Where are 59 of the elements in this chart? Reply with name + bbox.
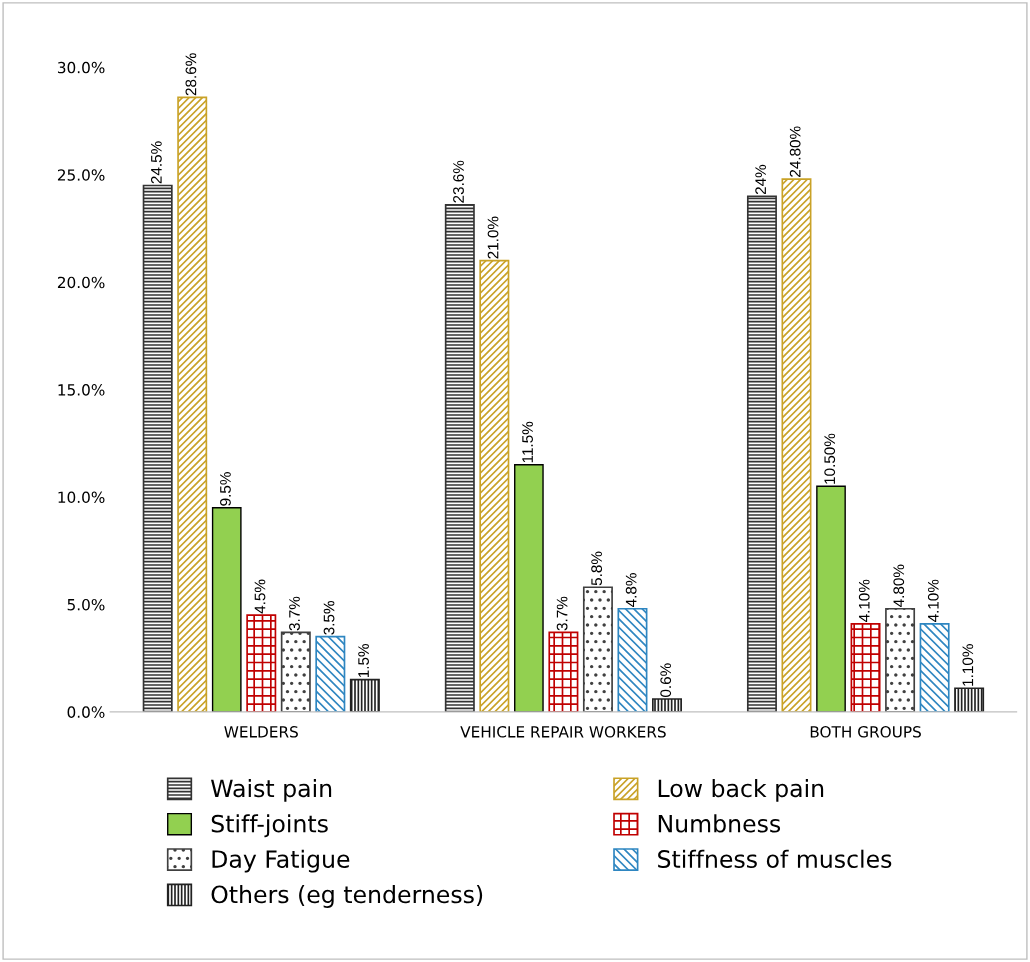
bar bbox=[850, 622, 881, 712]
data-label: 3.7% bbox=[556, 596, 568, 631]
data-label: 4.10% bbox=[927, 579, 939, 623]
x-tick-label: BOTH GROUPS bbox=[810, 726, 921, 738]
bar bbox=[514, 464, 544, 712]
bar bbox=[954, 687, 985, 712]
data-label: 10.50% bbox=[824, 433, 836, 484]
bar bbox=[652, 698, 682, 712]
bar bbox=[582, 586, 613, 712]
y-tick-label: 0.0% bbox=[67, 706, 105, 718]
data-label: 24.5% bbox=[150, 141, 162, 184]
legend-label: Day Fatigue bbox=[212, 849, 350, 873]
data-label: 4.10% bbox=[858, 579, 870, 623]
legend-label: Numbness bbox=[658, 814, 781, 833]
bar bbox=[746, 195, 777, 712]
data-label: 4.80% bbox=[893, 564, 905, 608]
bar bbox=[280, 631, 311, 712]
bar bbox=[211, 507, 242, 712]
y-tick-label: 10.0% bbox=[58, 491, 105, 504]
data-label: 24% bbox=[755, 164, 766, 195]
y-tick-label: 30.0% bbox=[57, 61, 105, 74]
data-label: 1.10% bbox=[962, 644, 974, 686]
y-tick-label: 5.0% bbox=[67, 598, 105, 611]
bar bbox=[479, 259, 510, 712]
data-label: 28.6% bbox=[185, 53, 197, 96]
legend-label: Waist pain bbox=[211, 778, 332, 802]
x-tick-label: VEHICLE REPAIR WORKERS bbox=[460, 726, 666, 738]
data-label: 23.6% bbox=[453, 160, 464, 203]
bar bbox=[349, 678, 380, 712]
bar bbox=[142, 184, 173, 712]
y-tick-label: 20.0% bbox=[57, 276, 105, 289]
bar bbox=[548, 631, 579, 712]
bar bbox=[781, 178, 812, 712]
data-label: 5.8% bbox=[591, 551, 603, 586]
bar bbox=[444, 204, 475, 712]
bar bbox=[885, 607, 916, 712]
data-label: 4.5% bbox=[254, 579, 266, 614]
bar bbox=[816, 485, 846, 712]
bar bbox=[177, 96, 208, 712]
y-tick-label: 25.0% bbox=[57, 169, 105, 181]
bar bbox=[246, 614, 277, 712]
legend-label: Others (eg tenderness) bbox=[211, 885, 483, 908]
legend-label: Stiff-joints bbox=[211, 814, 328, 838]
legend-label: Stiffness of muscles bbox=[658, 849, 892, 868]
data-label: 9.5% bbox=[220, 472, 231, 506]
data-label: 3.7% bbox=[289, 596, 300, 631]
legend-label: Low back pain bbox=[658, 778, 824, 802]
bar bbox=[617, 607, 648, 712]
y-tick-label: 15.0% bbox=[58, 384, 105, 396]
bar bbox=[919, 622, 950, 712]
bar bbox=[315, 635, 346, 712]
data-label: 0.6% bbox=[660, 663, 672, 697]
x-tick-label: WELDERS bbox=[224, 726, 298, 738]
data-label: 3.5% bbox=[323, 601, 335, 635]
data-label: 21.0% bbox=[487, 216, 499, 259]
data-label: 24.80% bbox=[789, 126, 801, 177]
data-label: 1.5% bbox=[358, 643, 369, 678]
data-label: 11.5% bbox=[522, 421, 533, 463]
data-label: 4.8% bbox=[625, 573, 637, 608]
